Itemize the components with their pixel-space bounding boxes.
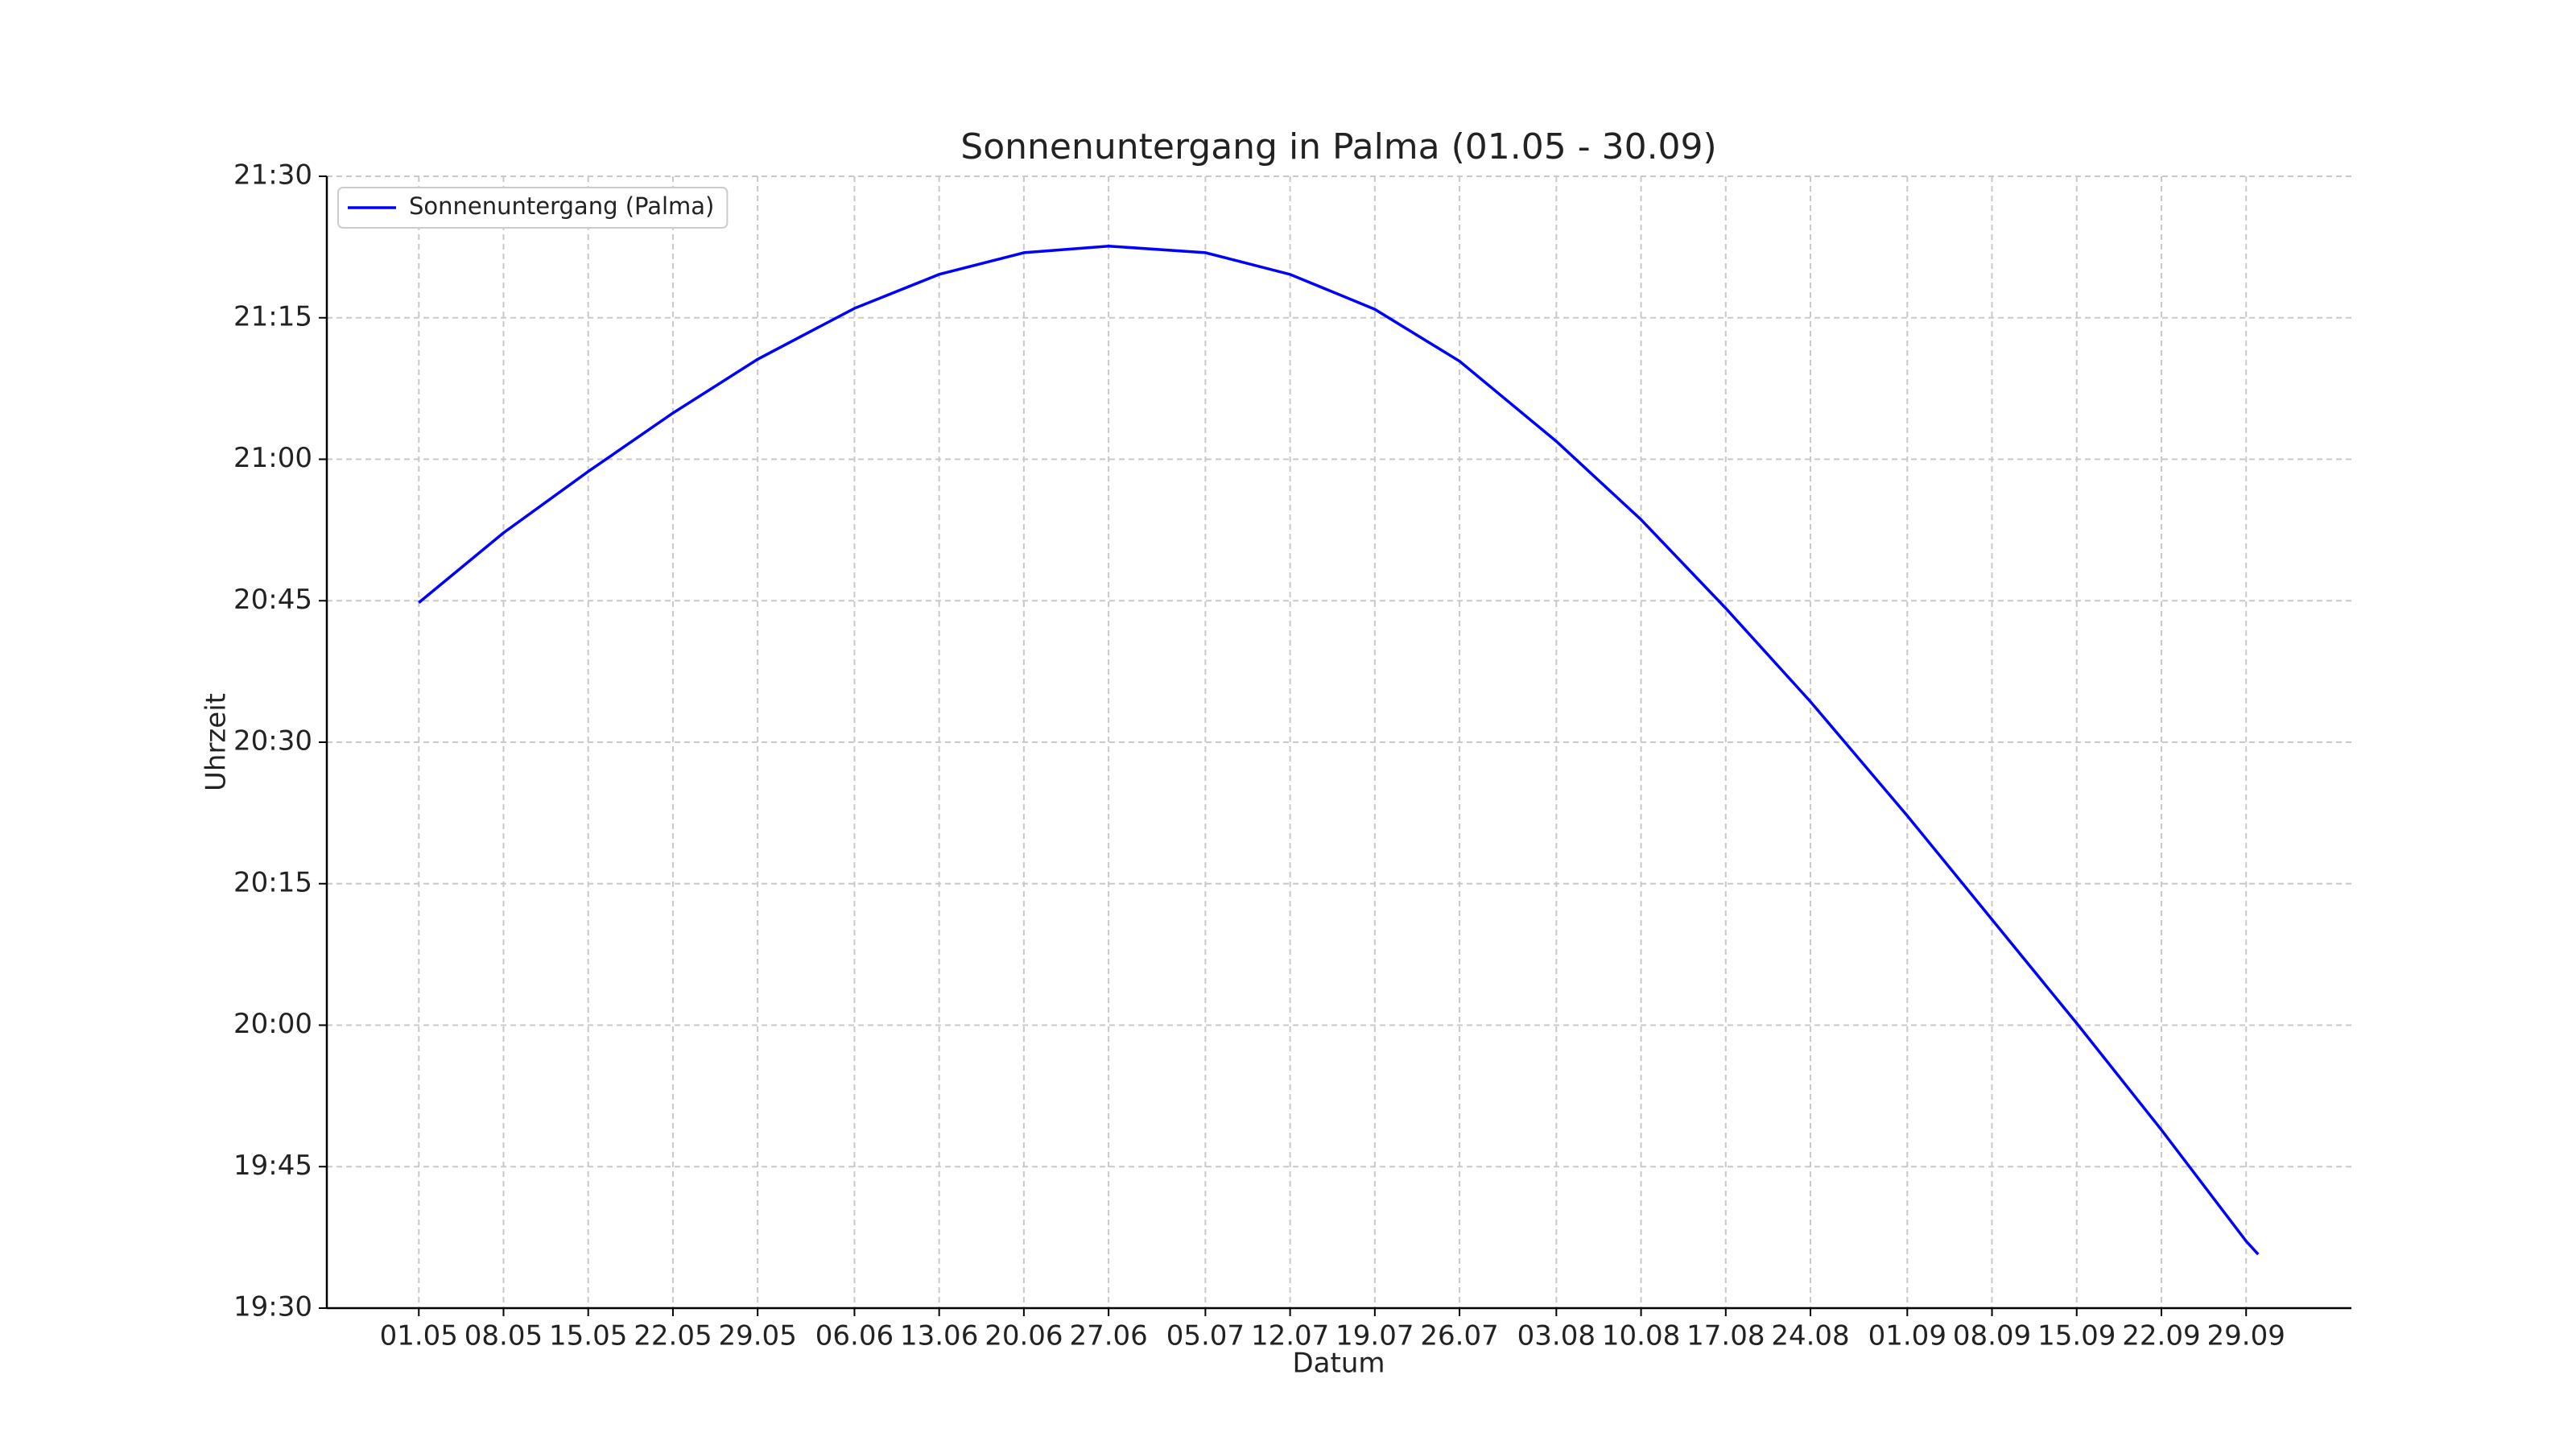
y-tick-label: 19:30	[233, 1291, 312, 1323]
x-tick-label: 06.06	[815, 1320, 894, 1352]
y-tick-label: 21:15	[233, 300, 312, 332]
x-tick-label: 15.09	[2037, 1320, 2116, 1352]
y-tick-label: 20:00	[233, 1008, 312, 1040]
x-tick-label: 05.07	[1166, 1320, 1245, 1352]
y-tick-label: 20:15	[233, 866, 312, 898]
y-tick-label: 21:00	[233, 442, 312, 474]
x-tick-label: 24.08	[1771, 1320, 1849, 1352]
x-tick-label: 01.05	[380, 1320, 458, 1352]
y-tick-label: 21:30	[233, 159, 312, 192]
legend-box	[337, 187, 729, 229]
x-tick-label: 22.05	[634, 1320, 712, 1352]
x-tick-label: 29.09	[2207, 1320, 2285, 1352]
x-tick-label: 19.07	[1335, 1320, 1414, 1352]
x-tick-label: 12.07	[1251, 1320, 1329, 1352]
data-line	[418, 244, 2260, 1256]
x-tick-label: 22.09	[2122, 1320, 2200, 1352]
x-axis-label: Datum	[1292, 1348, 1385, 1380]
y-tick-label: 20:30	[233, 725, 312, 758]
x-tick-label: 17.08	[1686, 1320, 1765, 1352]
x-tick-label: 08.09	[1953, 1320, 2031, 1352]
x-tick-label: 03.08	[1517, 1320, 1596, 1352]
x-tick-label: 15.05	[549, 1320, 627, 1352]
y-tick-label: 20:45	[233, 584, 312, 616]
x-tick-label: 01.09	[1868, 1320, 1946, 1352]
legend: Sonnenuntergang (Palma)	[337, 187, 729, 229]
x-tick-label: 08.05	[464, 1320, 543, 1352]
x-tick-label: 27.06	[1069, 1320, 1147, 1352]
x-tick-label: 26.07	[1420, 1320, 1498, 1352]
legend-label: Sonnenuntergang (Palma)	[409, 192, 714, 220]
chart-title: Sonnenuntergang in Palma (01.05 - 30.09)	[960, 126, 1716, 167]
x-tick-label: 20.06	[985, 1320, 1063, 1352]
x-tick-label: 29.05	[718, 1320, 796, 1352]
y-tick-label: 19:45	[233, 1150, 312, 1182]
y-axis-label: Uhrzeit	[200, 693, 233, 791]
x-tick-label: 10.08	[1602, 1320, 1680, 1352]
x-tick-label: 13.06	[900, 1320, 978, 1352]
